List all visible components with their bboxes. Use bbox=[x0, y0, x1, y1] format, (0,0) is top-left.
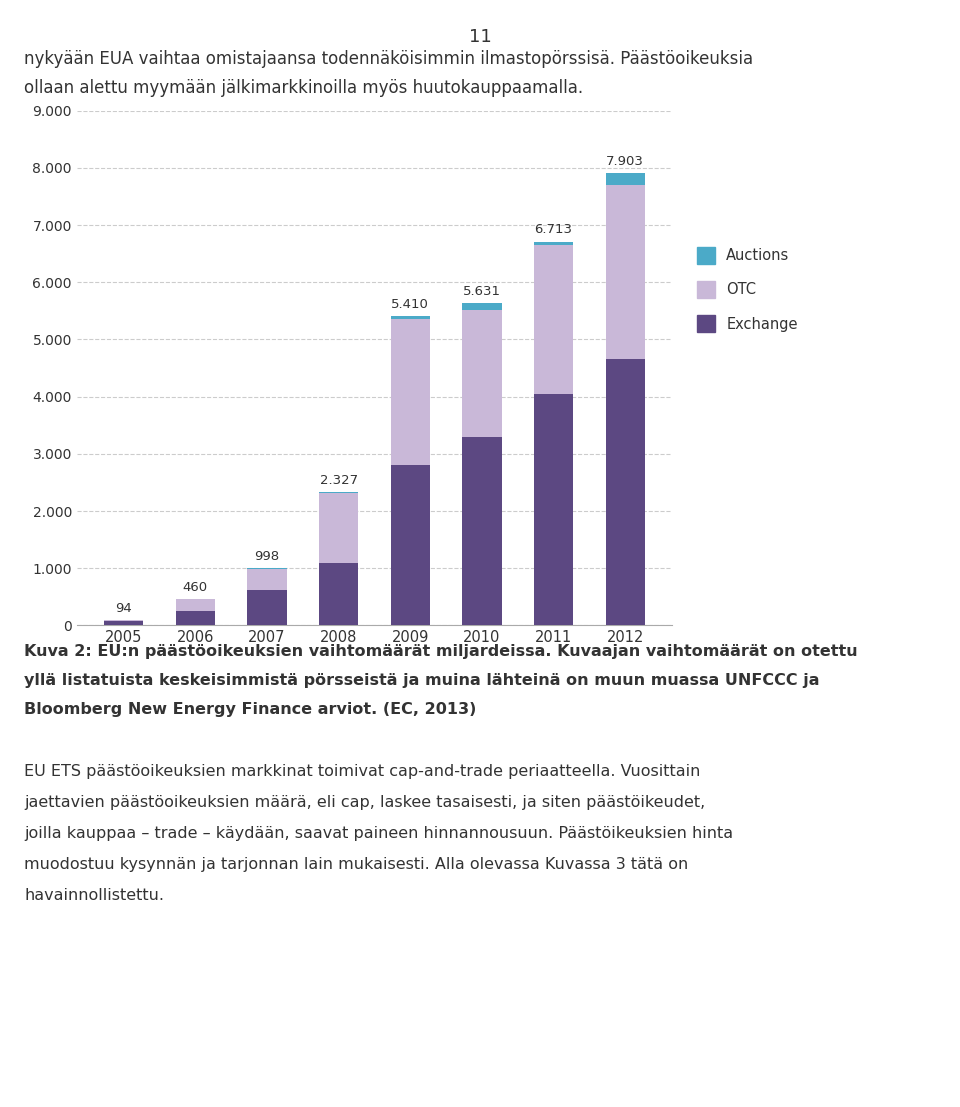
Bar bbox=[247, 569, 287, 590]
Text: 460: 460 bbox=[182, 581, 207, 594]
Bar bbox=[319, 562, 358, 625]
Bar bbox=[391, 465, 430, 625]
Text: 2.327: 2.327 bbox=[320, 474, 358, 487]
Bar bbox=[104, 621, 143, 625]
Bar bbox=[462, 310, 502, 436]
Text: nykyään EUA vaihtaa omistajaansa todennäköisimmin ilmastopörssisä. Päästöoikeuks: nykyään EUA vaihtaa omistajaansa todennä… bbox=[24, 50, 754, 68]
Text: 11: 11 bbox=[468, 28, 492, 45]
Text: 998: 998 bbox=[254, 550, 279, 563]
Text: 7.903: 7.903 bbox=[607, 155, 644, 168]
Text: joilla kauppaa – trade – käydään, saavat paineen hinnannousuun. Päästöikeuksien : joilla kauppaa – trade – käydään, saavat… bbox=[24, 826, 733, 841]
Bar bbox=[462, 436, 502, 625]
Bar bbox=[534, 394, 573, 625]
Bar bbox=[391, 319, 430, 465]
Text: Kuva 2: EU:n päästöoikeuksien vaihtomäärät miljardeissa. Kuvaajan vaihtomäärät o: Kuva 2: EU:n päästöoikeuksien vaihtomäär… bbox=[24, 644, 857, 660]
Text: yllä listatuista keskeisimmistä pörsseistä ja muina lähteinä on muun muassa UNFC: yllä listatuista keskeisimmistä pörsseis… bbox=[24, 673, 820, 689]
Text: Bloomberg New Energy Finance arviot. (EC, 2013): Bloomberg New Energy Finance arviot. (EC… bbox=[24, 702, 476, 717]
Text: 5.410: 5.410 bbox=[392, 298, 429, 311]
Text: muodostuu kysynnän ja tarjonnan lain mukaisesti. Alla olevassa Kuvassa 3 tätä on: muodostuu kysynnän ja tarjonnan lain muk… bbox=[24, 857, 688, 872]
Text: 5.631: 5.631 bbox=[463, 286, 501, 298]
Legend: Auctions, OTC, Exchange: Auctions, OTC, Exchange bbox=[697, 247, 798, 332]
Text: 94: 94 bbox=[115, 602, 132, 614]
Text: havainnollistettu.: havainnollistettu. bbox=[24, 888, 164, 903]
Bar bbox=[176, 599, 215, 611]
Bar bbox=[319, 493, 358, 562]
Bar bbox=[176, 611, 215, 625]
Text: ollaan alettu myymään jälkimarkkinoilla myös huutokauppaamalla.: ollaan alettu myymään jälkimarkkinoilla … bbox=[24, 79, 583, 96]
Bar bbox=[534, 241, 573, 245]
Bar bbox=[606, 174, 645, 185]
Bar bbox=[391, 315, 430, 319]
Text: jaettavien päästöoikeuksien määrä, eli cap, laskee tasaisesti, ja siten päästöik: jaettavien päästöoikeuksien määrä, eli c… bbox=[24, 795, 706, 810]
Text: 6.713: 6.713 bbox=[535, 224, 572, 237]
Bar bbox=[606, 185, 645, 360]
Bar bbox=[606, 360, 645, 625]
Text: EU ETS päästöoikeuksien markkinat toimivat cap-and-trade periaatteella. Vuositta: EU ETS päästöoikeuksien markkinat toimiv… bbox=[24, 764, 701, 779]
Bar bbox=[247, 590, 287, 625]
Bar bbox=[462, 303, 502, 310]
Bar bbox=[534, 245, 573, 394]
